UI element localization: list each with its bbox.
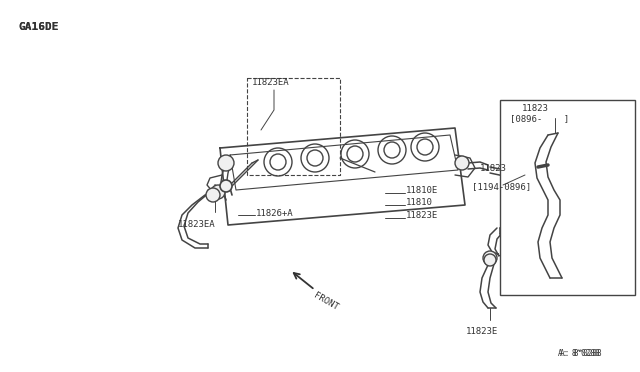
Text: GA16DE: GA16DE	[18, 22, 58, 32]
Text: [0896-    ]: [0896- ]	[510, 114, 569, 123]
Text: 11823: 11823	[522, 104, 549, 113]
Text: [1194-0896]: [1194-0896]	[472, 182, 531, 191]
Circle shape	[484, 254, 496, 266]
Circle shape	[483, 251, 497, 265]
Text: 11823EA: 11823EA	[178, 220, 216, 229]
Text: 11823E: 11823E	[406, 211, 438, 219]
Text: 11823EA: 11823EA	[252, 78, 290, 87]
Text: 11826+A: 11826+A	[256, 208, 294, 218]
Text: A: 8^0288: A: 8^0288	[558, 349, 600, 358]
Circle shape	[220, 180, 232, 192]
Circle shape	[206, 188, 220, 202]
Circle shape	[211, 185, 225, 199]
Text: GA16DE: GA16DE	[18, 22, 58, 32]
Text: 11810: 11810	[406, 198, 433, 206]
Circle shape	[455, 156, 469, 170]
Text: 11810E: 11810E	[406, 186, 438, 195]
Circle shape	[218, 155, 234, 171]
Text: A: 8^0288: A: 8^0288	[560, 349, 602, 358]
Text: FRONT: FRONT	[312, 291, 339, 312]
Text: 11823: 11823	[480, 164, 507, 173]
Bar	[500, 100, 635, 295]
Text: 11823E: 11823E	[466, 327, 499, 336]
